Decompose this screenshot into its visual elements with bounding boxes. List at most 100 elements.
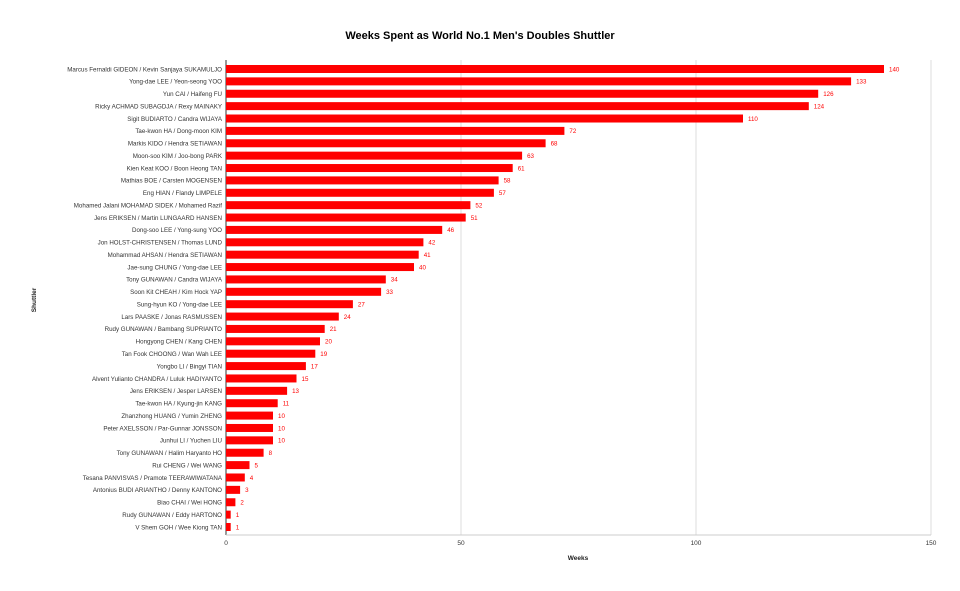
y-tick-label: Tan Fook CHOONG / Wan Wah LEE	[122, 351, 222, 358]
bar	[226, 201, 471, 210]
y-tick-label: Soon Kit CHEAH / Kim Hock YAP	[130, 289, 222, 296]
y-tick-label: Dong-soo LEE / Yong-sung YOO	[132, 227, 222, 234]
bar	[226, 362, 306, 371]
data-label: 17	[311, 363, 318, 370]
bar	[226, 337, 320, 346]
bar	[226, 324, 325, 333]
bar	[226, 275, 386, 284]
data-label: 10	[278, 413, 285, 420]
y-tick-label: Tony GUNAWAN / Candra WIJAYA	[126, 277, 223, 284]
x-tick-label: 0	[224, 540, 228, 547]
bar	[226, 238, 424, 247]
y-tick-label: Yun CAI / Haifeng FU	[163, 91, 222, 98]
x-tick-label: 150	[926, 540, 937, 547]
data-label: 72	[569, 128, 576, 135]
bar	[226, 411, 273, 420]
data-label: 110	[748, 116, 758, 123]
bar	[226, 225, 443, 234]
data-label: 133	[856, 79, 867, 86]
y-tick-label: Antonius BUDI ARIANTHO / Denny KANTONO	[93, 487, 222, 494]
data-label: 33	[386, 289, 393, 296]
data-label: 124	[814, 103, 825, 110]
y-tick-label: Peter AXELSSON / Par-Gunnar JONSSON	[103, 425, 222, 432]
bar	[226, 300, 353, 309]
bar	[226, 287, 382, 296]
data-label: 5	[255, 462, 259, 469]
bar	[226, 436, 273, 445]
data-label: 34	[391, 277, 398, 284]
x-tick-label: 100	[691, 540, 702, 547]
data-label: 61	[518, 165, 525, 172]
y-tick-label: Jens ERIKSEN / Jesper LARSEN	[130, 388, 222, 395]
data-label: 140	[889, 66, 900, 73]
bar	[226, 126, 565, 135]
data-label: 11	[283, 401, 290, 408]
data-label: 40	[419, 264, 426, 271]
bar	[226, 461, 250, 470]
bar	[226, 374, 297, 383]
y-tick-label: Rudy GUNAWAN / Eddy HARTONO	[122, 512, 222, 519]
y-tick-label: Marcus Fernaldi GIDEON / Kevin Sanjaya S…	[67, 66, 222, 73]
data-label: 10	[278, 425, 285, 432]
data-label: 57	[499, 190, 506, 197]
y-tick-label: Jae-sung CHUNG / Yong-dae LEE	[127, 264, 222, 271]
bar	[226, 89, 819, 98]
bar	[226, 423, 273, 432]
y-tick-label: Moon-soo KIM / Joo-bong PARK	[133, 153, 223, 160]
bar	[226, 77, 852, 86]
y-tick-label: Kien Keat KOO / Boon Heong TAN	[127, 165, 222, 172]
y-tick-label: Tony GUNAWAN / Halim Haryanto HO	[117, 450, 223, 457]
data-label: 58	[504, 178, 511, 185]
data-label: 10	[278, 438, 285, 445]
y-tick-label: Yong-dae LEE / Yeon-seong YOO	[129, 79, 222, 86]
y-tick-label: Tae-kwon HA / Dong-moon KIM	[135, 128, 222, 135]
bar	[226, 213, 466, 222]
y-tick-label: Rudy GUNAWAN / Bambang SUPRIANTO	[105, 326, 223, 333]
y-tick-label: Jon HOLST-CHRISTENSEN / Thomas LUND	[98, 240, 223, 247]
y-tick-label: Yongbo LI / Bingyi TIAN	[157, 363, 222, 370]
y-tick-label: Eng HIAN / Flandy LIMPELE	[143, 190, 222, 197]
data-label: 3	[245, 487, 249, 494]
data-label: 63	[527, 153, 534, 160]
y-tick-label: Zhanzhong HUANG / Yumin ZHENG	[121, 413, 222, 420]
data-label: 46	[447, 227, 454, 234]
data-label: 51	[471, 215, 478, 222]
y-tick-label: Tae-kwon HA / Kyung-jin KANG	[135, 401, 222, 408]
bar	[226, 250, 419, 259]
data-label: 42	[428, 240, 435, 247]
data-label: 19	[320, 351, 327, 358]
y-tick-label: Rui CHENG / Wei WANG	[152, 462, 222, 469]
y-axis-label: Shuttler	[31, 287, 38, 312]
y-tick-label: Markis KIDO / Hendra SETIAWAN	[128, 141, 222, 148]
data-label: 27	[358, 301, 365, 308]
bar	[226, 448, 264, 457]
bar	[226, 151, 523, 160]
bar	[226, 473, 245, 482]
data-label: 21	[330, 326, 337, 333]
bar	[226, 386, 288, 395]
bar	[226, 263, 414, 272]
bar	[226, 176, 499, 185]
data-label: 126	[823, 91, 834, 98]
y-tick-label: Biao CHAI / Wei HONG	[157, 500, 222, 507]
data-label: 24	[344, 314, 351, 321]
bar	[226, 523, 231, 531]
data-label: 1	[236, 524, 240, 531]
y-tick-label: Ricky ACHMAD SUBAGDJA / Rexy MAINAKY	[95, 103, 222, 110]
x-tick-label: 50	[457, 540, 465, 547]
y-tick-label: Mohammad AHSAN / Hendra SETIAWAN	[108, 252, 222, 259]
data-label: 2	[240, 500, 244, 507]
y-tick-label: Alvent Yulianto CHANDRA / Luluk HADIYANT…	[92, 376, 222, 383]
x-axis-label: Weeks	[568, 555, 589, 562]
data-label: 4	[250, 475, 254, 482]
data-label: 8	[269, 450, 273, 457]
bar	[226, 139, 546, 148]
y-tick-label: Mohamed Jalani MOHAMAD SIDEK / Mohamed R…	[74, 202, 222, 209]
y-tick-label: Junhui LI / Yuchen LIU	[160, 438, 222, 445]
bar	[226, 498, 236, 507]
y-tick-label: Jens ERIKSEN / Martin LUNGAARD HANSEN	[94, 215, 222, 222]
y-tick-label: Lars PAASKE / Jonas RASMUSSEN	[121, 314, 222, 321]
bar	[226, 485, 241, 494]
